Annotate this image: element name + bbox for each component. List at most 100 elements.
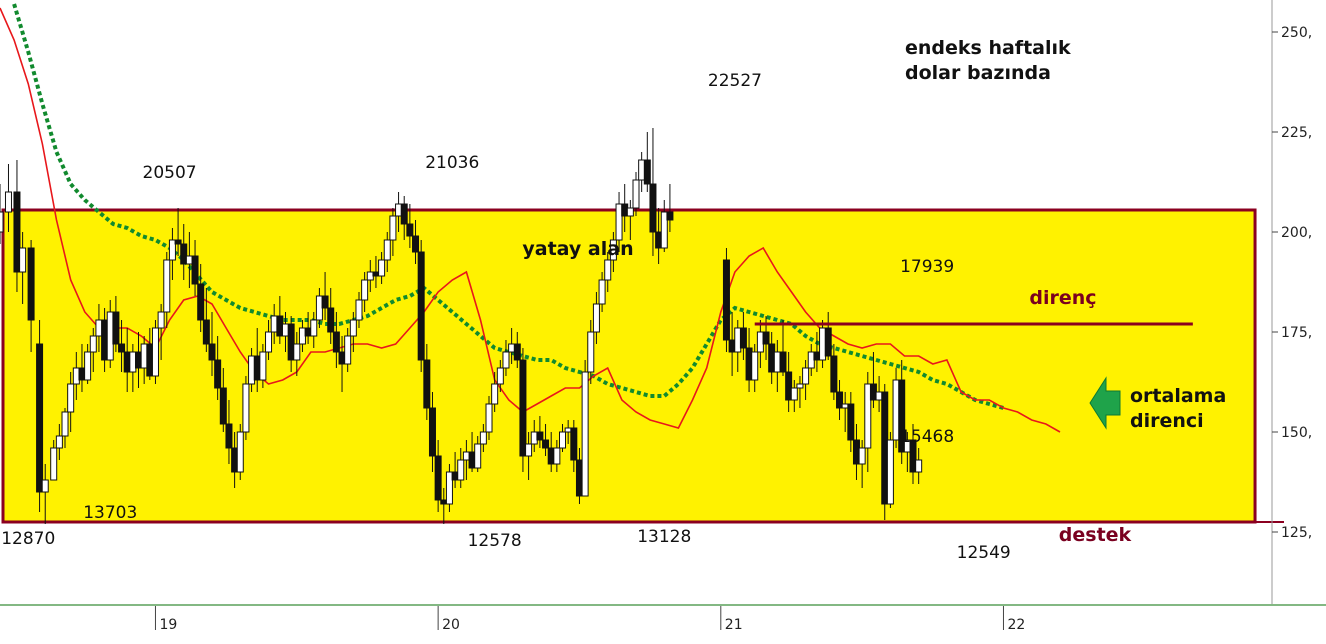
candle-body — [185, 255, 193, 265]
candle-body — [858, 447, 866, 465]
candle-body — [4, 191, 12, 213]
candle-body — [491, 383, 499, 405]
candle-body — [304, 327, 312, 337]
candle-body — [564, 427, 572, 433]
candle-body — [13, 191, 21, 273]
candle-body — [836, 391, 844, 409]
candle-body — [915, 459, 923, 473]
ma-label-line1: ortalama — [1130, 385, 1226, 407]
candle-body — [615, 203, 623, 241]
candle-body — [457, 459, 465, 481]
candle-body — [389, 215, 397, 241]
candle-body — [875, 391, 883, 401]
candle-body — [768, 343, 776, 373]
y-tick-label: 250, — [1281, 25, 1312, 41]
peak-value-label: 20507 — [143, 163, 197, 183]
y-tick-label: 225, — [1281, 125, 1312, 141]
candle-body — [581, 371, 589, 497]
candle-body — [174, 239, 182, 245]
candle-body — [508, 343, 516, 353]
candle-body — [734, 327, 742, 353]
candle-body — [135, 351, 143, 369]
trough-value-label: 12549 — [957, 543, 1011, 563]
candle-body — [796, 383, 804, 389]
candle-body — [361, 279, 369, 301]
candle-body — [728, 339, 736, 353]
candle-body — [841, 403, 849, 409]
candle-body — [72, 367, 80, 385]
x-tick-label: 20 — [442, 617, 460, 633]
candle-body — [852, 439, 860, 465]
candle-body — [530, 431, 538, 445]
candle-body — [140, 343, 148, 369]
candle-body — [157, 311, 165, 329]
candle-body — [95, 319, 103, 337]
candle-body — [101, 319, 109, 361]
candle-body — [587, 331, 595, 373]
y-tick-label: 150, — [1281, 425, 1312, 441]
candle-body — [214, 359, 222, 389]
candle-body — [168, 239, 176, 261]
candle-body — [378, 259, 386, 277]
area-label: yatay alan — [522, 238, 633, 260]
candle-body — [50, 447, 58, 481]
candle-body — [779, 351, 787, 373]
candle-body — [604, 259, 612, 281]
candle-body — [570, 427, 578, 461]
candle-body — [886, 439, 894, 505]
peak-value-label: 22527 — [708, 71, 762, 91]
candle-body — [462, 451, 470, 461]
candle-body — [248, 355, 256, 385]
trough-value-label: 15468 — [900, 427, 954, 447]
candle-body — [762, 331, 770, 345]
candle-body — [722, 259, 730, 341]
candle-body — [287, 323, 295, 361]
candle-body — [406, 223, 414, 237]
candle-body — [819, 327, 827, 361]
candle-body — [202, 319, 210, 345]
candle-body — [219, 387, 227, 425]
candle-body — [807, 351, 815, 369]
candle-body — [281, 323, 289, 337]
candle-body — [621, 203, 629, 217]
candle-body — [372, 271, 380, 277]
arrow-icon — [1089, 376, 1121, 430]
candle-body — [293, 343, 301, 361]
candle-body — [434, 455, 442, 501]
candle-body — [428, 407, 436, 457]
trough-value-label: 12578 — [468, 531, 522, 551]
chart-title-line2: dolar bazında — [905, 62, 1051, 84]
candle-body — [197, 283, 205, 321]
candle-body — [366, 271, 374, 281]
candle-body — [496, 367, 504, 385]
candle-body — [485, 403, 493, 433]
candle-body — [598, 279, 606, 305]
candle-body — [270, 315, 278, 333]
candle-body — [666, 211, 674, 221]
candle-body — [451, 471, 459, 481]
candle-body — [785, 371, 793, 401]
y-tick-label: 175, — [1281, 325, 1312, 341]
candle-body — [19, 247, 27, 273]
candle-body — [67, 383, 75, 413]
candle-body — [756, 331, 764, 353]
candle-body — [265, 331, 273, 353]
candle-body — [525, 443, 533, 457]
candle-body — [146, 343, 154, 377]
candle-body — [649, 183, 657, 233]
candle-body — [638, 159, 646, 181]
candle-body — [78, 367, 86, 381]
candle-body — [332, 331, 340, 353]
candle-body — [355, 299, 363, 321]
candle-body — [592, 303, 600, 333]
candle-body — [338, 351, 346, 365]
candle-body — [655, 231, 663, 249]
candle-body — [118, 343, 126, 353]
candle-body — [344, 335, 352, 365]
candle-body — [349, 319, 357, 337]
candle-body — [813, 351, 821, 361]
candle-body — [0, 211, 4, 233]
candle-body — [84, 351, 92, 381]
candle-body — [129, 351, 137, 373]
